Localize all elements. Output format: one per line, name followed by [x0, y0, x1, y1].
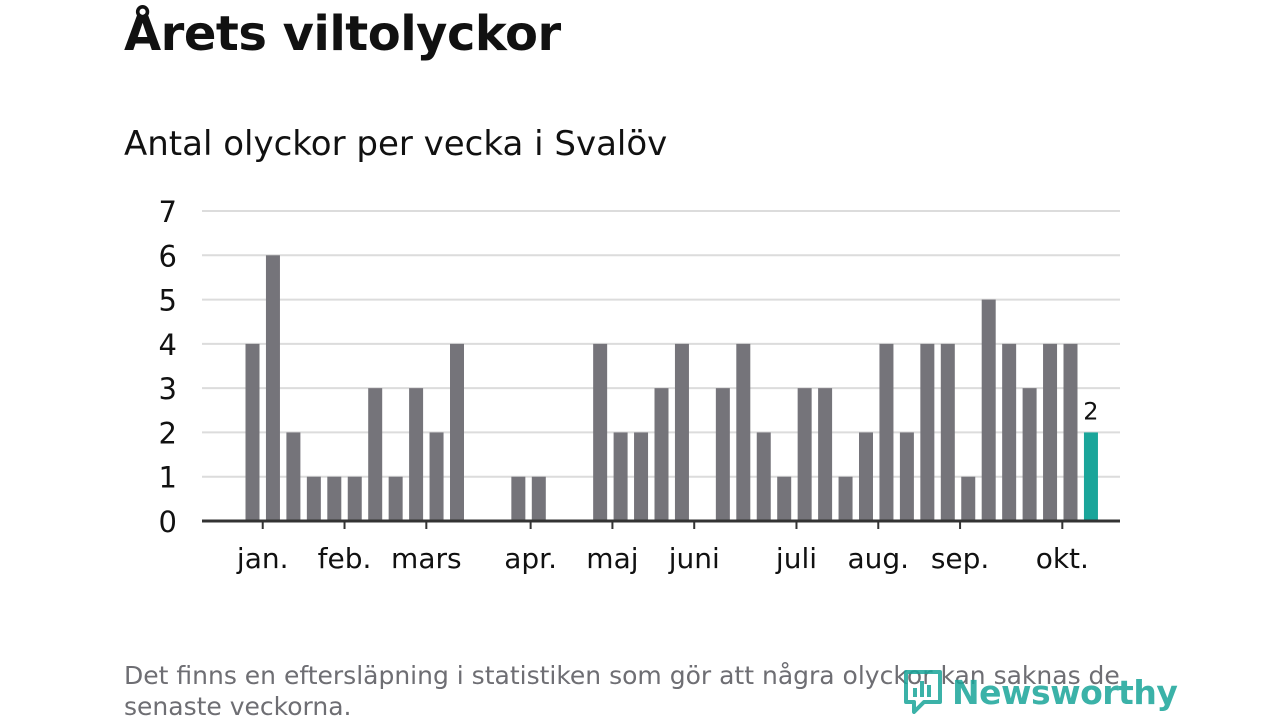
newsworthy-logo[interactable]: Newsworthy: [902, 668, 1178, 716]
bar: [347, 476, 362, 521]
bar: [859, 432, 873, 521]
bar: [777, 476, 792, 521]
bar: [613, 432, 628, 521]
bar: [818, 388, 833, 521]
bar: [531, 476, 546, 521]
y-tick-label: 1: [159, 461, 177, 495]
x-tick-label: mars: [391, 542, 462, 575]
bar: [1002, 343, 1017, 521]
brand-name: Newsworthy: [952, 672, 1178, 712]
bar: [286, 432, 301, 521]
bar: [797, 388, 812, 521]
chart-title: Årets viltolyckor: [124, 6, 561, 62]
y-tick-label: 4: [159, 328, 177, 362]
y-tick-label: 2: [159, 416, 177, 450]
bar: [634, 432, 649, 521]
x-tick-label: jan.: [236, 542, 289, 575]
x-tick-label: aug.: [847, 542, 909, 575]
bar: [1022, 388, 1037, 521]
bar: [429, 432, 444, 521]
bar: [920, 343, 935, 521]
newsworthy-logo-icon: [904, 670, 942, 714]
bar: [961, 476, 976, 521]
bar: [838, 476, 853, 521]
bar: [327, 476, 342, 521]
y-tick-label: 7: [159, 195, 177, 229]
bar: [940, 343, 955, 521]
x-tick-label: juli: [775, 542, 817, 575]
bar: [1063, 343, 1078, 521]
bar: [265, 255, 280, 522]
x-tick-label: okt.: [1036, 542, 1089, 575]
bar: [899, 432, 914, 521]
bar: [306, 476, 321, 521]
bar: [981, 299, 996, 521]
bar: [654, 388, 669, 521]
bar: [245, 343, 260, 521]
x-tick-label: maj: [586, 542, 638, 575]
bar: [450, 343, 464, 521]
bar: [593, 343, 608, 521]
bar: [511, 476, 526, 521]
bar-highlight: [1083, 432, 1098, 521]
bar: [756, 432, 771, 521]
bar-chart: 0 1 2 3 4 5 6 7 2 jan. feb. mars apr. maj juni juli aug.…: [159, 195, 1120, 575]
data-label: 2: [1083, 397, 1098, 425]
bar: [409, 388, 424, 521]
bar: [715, 388, 730, 521]
footnote: Det finns en eftersläpning i statistiken…: [124, 661, 1120, 721]
x-tick-label: sep.: [931, 542, 990, 575]
x-tick-label: apr.: [504, 542, 557, 575]
y-tick-label: 3: [159, 372, 177, 406]
bar: [368, 388, 383, 521]
bar: [1043, 343, 1058, 521]
x-tick-label: juni: [668, 542, 720, 575]
bar: [736, 343, 751, 521]
y-tick-label: 0: [159, 505, 177, 539]
y-tick-label: 6: [159, 239, 177, 273]
bar: [388, 476, 403, 521]
x-tick-label: feb.: [318, 542, 372, 575]
chart-subtitle: Antal olyckor per vecka i Svalöv: [124, 124, 668, 164]
bar: [674, 343, 689, 521]
y-tick-label: 5: [159, 284, 177, 318]
bar: [879, 343, 894, 521]
